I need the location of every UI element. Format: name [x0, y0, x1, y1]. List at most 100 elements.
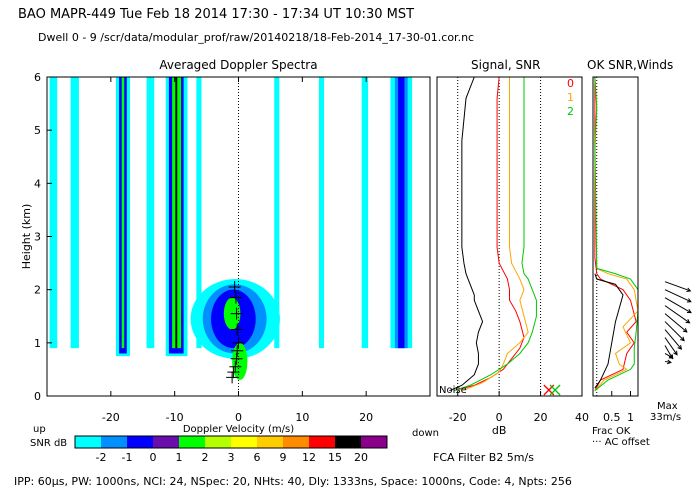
- panel2-frame: [436, 76, 583, 397]
- colorbar-tick-label: 20: [354, 451, 368, 464]
- y-tick-label: 2: [34, 284, 41, 297]
- colorbar-swatch: [205, 436, 232, 448]
- colorbar-tick-label: 3: [228, 451, 235, 464]
- panel2-title: Signal, SNR: [471, 58, 540, 72]
- y-tick-label: 0: [34, 390, 41, 403]
- wind-arrow-head: [668, 354, 674, 359]
- x-tick-label: 10: [295, 411, 309, 424]
- legend-entry: 1: [567, 91, 574, 104]
- y-tick-label: 5: [34, 124, 41, 137]
- velocity-cross-mark: [230, 307, 243, 320]
- y-axis-label: Height (km): [20, 204, 33, 270]
- velocity-cross-mark: [229, 291, 242, 304]
- frac-ok-label: Frac OK: [592, 426, 631, 437]
- colorbar-swatch: [127, 436, 154, 448]
- wind-arrow-head: [682, 328, 688, 333]
- wind-arrow: [664, 321, 685, 342]
- y-tick-label: 4: [34, 177, 41, 190]
- wind-arrow-head: [668, 354, 674, 360]
- colorbar-swatch: [153, 436, 180, 448]
- series-line-ok-2: [594, 76, 639, 392]
- colorbar-tick-label: 2: [202, 451, 209, 464]
- wind-arrow: [664, 353, 674, 359]
- wind-arrow-head: [677, 345, 683, 350]
- colorbar-tick-label: -1: [122, 451, 133, 464]
- snr-colorbar: SNR dB-2 -1 0 1 2 3 6 9 12 15 20: [30, 435, 388, 464]
- velocity-cross-mark: [231, 344, 244, 357]
- spectral-band: [49, 77, 58, 349]
- wind-arrow: [664, 329, 682, 350]
- spectral-band: [146, 77, 155, 349]
- velocity-cross-mark: [228, 281, 241, 294]
- panel1-plot-area: [49, 77, 413, 396]
- wind-arrow-head: [686, 287, 692, 293]
- legend-entry: 0: [567, 77, 574, 90]
- colorbar-swatch: [101, 436, 128, 448]
- colorbar-swatch: [179, 436, 206, 448]
- x-tick-label: -20: [449, 411, 467, 424]
- colorbar-tick-label: -2: [96, 451, 107, 464]
- wind-arrow-head: [673, 350, 678, 356]
- wind-arrow: [664, 281, 691, 292]
- legend-entry: 2: [567, 105, 574, 118]
- max-value: 33m/s: [650, 412, 681, 423]
- signal-blob: [232, 342, 248, 381]
- x-tick-label: 40: [575, 411, 589, 424]
- y-tick-label: 6: [34, 71, 41, 84]
- wind-arrow: [664, 305, 690, 324]
- colorbar-swatch: [309, 436, 336, 448]
- panel1-title: Averaged Doppler Spectra: [159, 58, 317, 72]
- colorbar-swatch: [257, 436, 284, 448]
- x-tick-label: 1: [627, 411, 634, 424]
- wind-arrow: [664, 337, 678, 356]
- series-line-snr-2: [453, 77, 537, 392]
- wind-arrow: [664, 297, 692, 314]
- wind-arrow-head: [686, 298, 692, 303]
- colorbar-tick-label: 9: [280, 451, 287, 464]
- colorbar-swatch: [335, 436, 362, 448]
- colorbar-label: SNR dB: [30, 438, 67, 449]
- velocity-cross-mark: [227, 366, 240, 379]
- x-tick-label: 20: [359, 411, 373, 424]
- panel3-title: OK SNR,Winds: [587, 58, 673, 72]
- panel3-frame: [592, 76, 639, 397]
- x-tick-label: 0.5: [603, 411, 621, 424]
- colorbar-tick-label: 12: [302, 451, 316, 464]
- spectral-band: [121, 77, 125, 349]
- panel2-x-label: dB: [492, 424, 507, 437]
- colorbar-tick-label: 0: [150, 451, 157, 464]
- velocity-cross-mark: [232, 336, 245, 349]
- x-tick-label: -10: [166, 411, 184, 424]
- velocity-cross-mark: [231, 323, 244, 336]
- ac-offset-label: ··· AC offset: [592, 437, 650, 448]
- x-axis-label: Doppler Velocity (m/s): [183, 424, 294, 435]
- x-tick-label: 0: [496, 411, 503, 424]
- colorbar-tick-label: 15: [328, 451, 342, 464]
- spectral-band: [318, 77, 325, 349]
- velocity-cross-mark: [226, 371, 239, 384]
- down-label: down: [412, 428, 439, 439]
- wind-arrow-head: [686, 308, 692, 314]
- colorbar-swatch: [75, 436, 102, 448]
- header-line-1: BAO MAPR-449 Tue Feb 18 2014 17:30 - 17:…: [18, 7, 415, 22]
- ok-snr-winds-panel: 0.5 1 OK SNR,Winds Frac OK··· AC offset: [587, 58, 673, 448]
- colorbar-tick-label: 6: [254, 451, 261, 464]
- spectral-band: [274, 77, 280, 349]
- series-line-signal: [449, 76, 484, 392]
- fca-filter-label: FCA Filter B2 5m/s: [433, 451, 534, 464]
- wind-arrow-head: [666, 359, 672, 365]
- header-line-2: Dwell 0 - 9 /scr/data/modular_prof/raw/2…: [38, 31, 475, 44]
- noise-marker: [549, 384, 561, 396]
- series-line-ok-k: [594, 273, 624, 389]
- up-label: up: [33, 424, 46, 435]
- spectral-band: [398, 77, 405, 349]
- velocity-cross-mark: [229, 360, 242, 373]
- spectral-band: [196, 77, 202, 349]
- wind-arrow: [664, 289, 692, 303]
- max-label: Max: [657, 401, 678, 412]
- spectral-band: [361, 77, 369, 349]
- series-line-ok-1: [594, 76, 639, 392]
